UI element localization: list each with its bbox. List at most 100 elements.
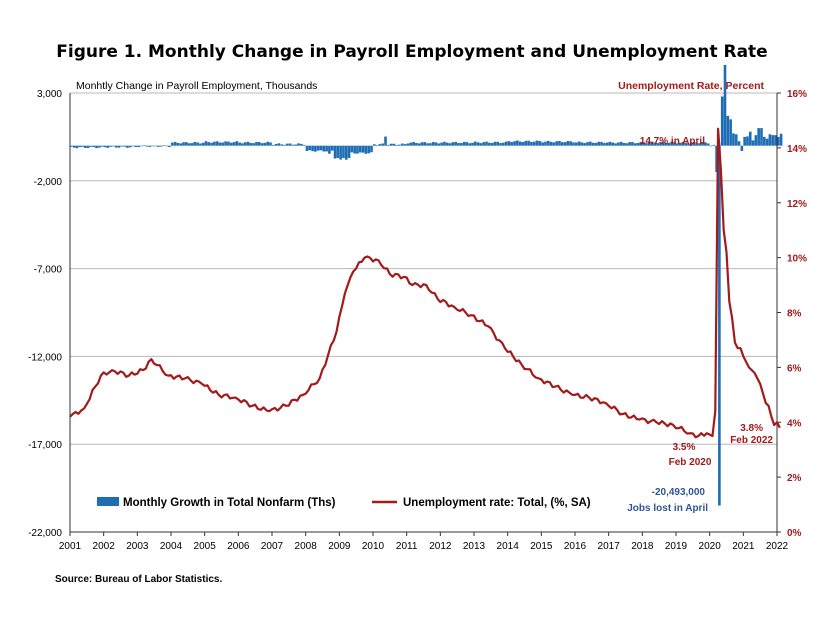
payroll-bar — [162, 145, 166, 147]
payroll-bar — [131, 145, 135, 147]
payroll-bar — [667, 142, 671, 146]
x-tick-label: 2004 — [160, 541, 183, 552]
payroll-bar — [325, 145, 328, 152]
payroll-bar — [417, 143, 421, 146]
payroll-bar — [451, 142, 455, 146]
x-tick-label: 2022 — [766, 541, 789, 552]
payroll-bar — [86, 145, 90, 148]
payroll-bar — [378, 144, 382, 146]
payroll-bar — [308, 145, 312, 151]
payroll-bar — [420, 142, 424, 146]
payroll-bar — [751, 140, 755, 146]
annotation-jobs-lost-value: -20,493,000 — [652, 487, 706, 498]
payroll-bar — [187, 143, 191, 146]
payroll-bar — [173, 141, 177, 146]
payroll-bar — [185, 142, 188, 146]
payroll-bar — [123, 145, 126, 147]
payroll-bar — [431, 141, 435, 146]
payroll-bar — [336, 145, 340, 158]
payroll-bar — [538, 141, 542, 146]
payroll-bar — [109, 145, 112, 147]
right-axis-label: Unemployment Rate, Percent — [618, 80, 764, 92]
payroll-bar — [617, 142, 620, 146]
payroll-bar — [678, 142, 682, 146]
payroll-bar — [746, 136, 749, 146]
payroll-bar — [684, 142, 688, 146]
annotation-pre-covid-value: 3.5% — [673, 442, 696, 453]
payroll-bar — [142, 145, 146, 147]
payroll-bar — [701, 142, 704, 146]
x-tick-label: 2010 — [362, 541, 385, 552]
payroll-bar — [490, 142, 494, 146]
annotation-latest-value: 3.8% — [740, 423, 763, 434]
payroll-bar — [712, 144, 716, 146]
payroll-bar — [737, 141, 741, 146]
x-tick-label: 2007 — [261, 541, 284, 552]
right-tick-label: 12% — [787, 199, 807, 210]
legend-label-unemployment: Unemployment rate: Total, (%, SA) — [403, 497, 591, 509]
payroll-bar — [288, 143, 292, 146]
payroll-bar — [311, 145, 314, 152]
payroll-bar — [597, 141, 601, 146]
payroll-bar — [356, 145, 359, 154]
payroll-bar — [283, 144, 286, 146]
payroll-bar — [569, 141, 572, 146]
payroll-bar — [681, 141, 685, 146]
payroll-bar — [159, 145, 163, 147]
payroll-bar — [670, 141, 673, 146]
payroll-bar — [190, 143, 194, 146]
payroll-bar — [552, 142, 556, 146]
payroll-bar — [145, 145, 149, 147]
payroll-bar — [527, 140, 530, 146]
payroll-bar — [249, 142, 253, 146]
left-tick-label: -12,000 — [28, 352, 62, 363]
right-tick-label: 0% — [787, 528, 802, 539]
left-axis-label: Monhtly Change in Payroll Employment, Th… — [76, 80, 317, 92]
payroll-bar — [653, 142, 657, 146]
payroll-bar — [120, 145, 124, 147]
payroll-bar — [156, 145, 160, 147]
payroll-bar — [252, 143, 255, 146]
payroll-bar — [513, 141, 516, 146]
payroll-bar — [238, 142, 241, 146]
payroll-bar — [255, 141, 258, 146]
payroll-bar — [274, 143, 278, 146]
payroll-bar — [201, 142, 205, 146]
payroll-bar — [263, 142, 267, 146]
right-tick-label: 10% — [787, 254, 807, 265]
payroll-bar — [611, 142, 615, 146]
payroll-bar — [589, 141, 592, 146]
x-tick-label: 2011 — [396, 541, 418, 552]
payroll-bar — [361, 145, 365, 153]
payroll-bar — [165, 145, 168, 147]
payroll-bar — [319, 145, 323, 151]
x-tick-label: 2013 — [463, 541, 486, 552]
payroll-bar — [426, 143, 429, 146]
payroll-bar — [642, 142, 645, 146]
payroll-bar — [555, 141, 558, 146]
payroll-bar — [316, 145, 320, 151]
x-tick-label: 2003 — [126, 541, 149, 552]
x-axis-ticks: 2001 2002 2003 2004 2005 2006 2007 2008 2009 2010… — [59, 532, 789, 552]
x-tick-label: 2021 — [732, 541, 755, 552]
payroll-bar — [631, 142, 634, 146]
axes — [69, 93, 778, 533]
payroll-bar — [614, 143, 617, 146]
payroll-bar — [81, 145, 84, 147]
x-tick-label: 2005 — [194, 541, 217, 552]
payroll-bar — [154, 145, 157, 147]
payroll-bar — [692, 142, 696, 146]
payroll-bar — [387, 144, 390, 146]
payroll-bar — [628, 142, 631, 146]
left-tick-label: 3,000 — [37, 89, 62, 100]
payroll-bars — [70, 64, 783, 506]
payroll-bar — [440, 142, 443, 146]
annotation-pre-covid-date: Feb 2020 — [669, 457, 712, 468]
payroll-bar — [608, 141, 612, 146]
right-tick-label: 6% — [787, 363, 802, 374]
payroll-bar — [586, 142, 589, 146]
payroll-bar — [140, 145, 143, 147]
payroll-bar — [771, 135, 774, 146]
payroll-bar — [633, 143, 637, 146]
